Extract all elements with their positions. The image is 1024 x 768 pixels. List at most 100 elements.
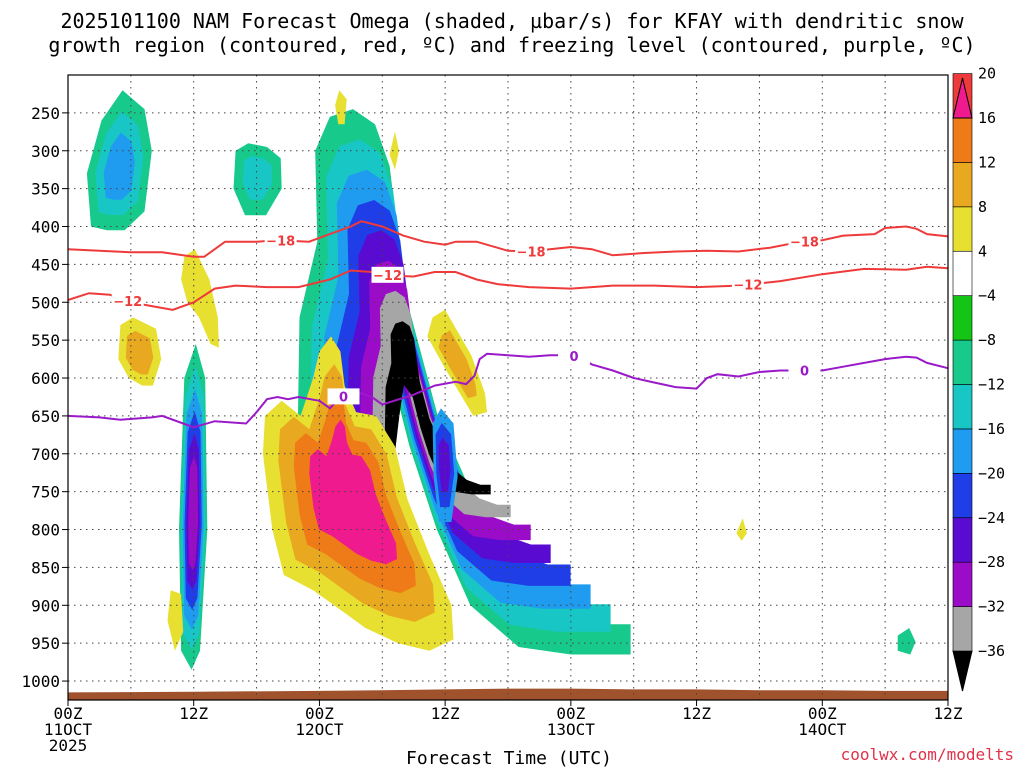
colorbar-label: −20	[978, 464, 1005, 482]
isotherm-minus-12-label: −12	[373, 269, 402, 284]
x-tick-label: 13OCT	[547, 720, 596, 739]
positive-right	[427, 309, 487, 416]
isotherm-minus-18-label-bg	[264, 232, 297, 249]
colorbar-swatch	[952, 117, 973, 163]
colorbar-label: 12	[978, 153, 996, 171]
y-tick-label: 500	[31, 293, 60, 312]
freezing-level-label-bg	[788, 362, 821, 379]
colorbar-swatch	[952, 162, 973, 208]
colorbar-swatch	[952, 250, 973, 296]
x-tick-label: 11OCT	[44, 720, 93, 739]
x-tick-label: 00Z	[556, 704, 585, 723]
x-tick-label: 12Z	[682, 704, 711, 723]
positive-far-right-dot	[736, 518, 747, 541]
colorbar-label: −16	[978, 420, 1005, 438]
isotherm-minus-18: −18 −18 −18	[67, 220, 949, 260]
x-tick-label: 14OCT	[798, 720, 847, 739]
colorbar-swatch	[952, 295, 973, 341]
positive-bottom-left-band	[167, 590, 184, 651]
x-tick-label: 12Z	[179, 704, 208, 723]
isotherm-minus-18-label: −18	[790, 235, 819, 250]
plot-frame	[67, 74, 949, 701]
omega-upper-small-band	[242, 155, 273, 200]
x-tick-label: 12Z	[934, 704, 963, 723]
freezing-level: 0 0 0	[67, 348, 949, 429]
y-tick-label: 750	[31, 483, 60, 502]
isotherm-minus-12-line	[67, 265, 949, 311]
colorbar-swatch	[952, 339, 973, 385]
omega-upper-left-band	[103, 132, 135, 200]
isotherm-minus-18-line	[67, 220, 949, 258]
freezing-level-label: 0	[569, 350, 578, 365]
y-tick-label: 400	[31, 218, 60, 237]
temperature-contours: −18 −18 −18 −12 −12 −12 0 0 0	[67, 220, 949, 429]
colorbar-swatch	[952, 517, 973, 563]
credit-link[interactable]: coolwx.com/modelts	[841, 745, 1014, 764]
isotherm-minus-12-label-bg	[731, 276, 764, 293]
pressure-axis: 250 300 350 400 450 500 550 600 650 700 750 800 850 9…	[21, 104, 68, 691]
y-tick-label: 250	[31, 104, 60, 123]
y-tick-label: 700	[31, 445, 60, 464]
colorbar-label: −36	[978, 642, 1005, 660]
colorbar-max-triangle	[952, 77, 973, 119]
isotherm-minus-18-label: −18	[266, 234, 295, 249]
colorbar-swatch	[952, 206, 973, 252]
chart-title-line-2: growth region (contoured, red, ºC) and f…	[48, 33, 975, 57]
omega-main-column-band	[384, 321, 491, 495]
x-tick-label: 00Z	[808, 704, 837, 723]
colorbar-swatch	[952, 561, 973, 607]
omega-left-column	[179, 343, 208, 670]
positive-main	[262, 336, 454, 651]
colorbar-label: −24	[978, 509, 1005, 527]
positive-top-dot	[335, 90, 347, 125]
colorbar: −36 −32 −28 −24 −20 −16 −12 −8 −4 4 8 12 16 20	[952, 65, 1005, 692]
positive-upper-right-dot	[389, 131, 399, 170]
x-tick-label: 12Z	[431, 704, 460, 723]
colorbar-label: −32	[978, 598, 1005, 616]
omega-left-column-band	[188, 456, 199, 570]
y-tick-label: 450	[31, 255, 60, 274]
positive-upper-right-dot-band	[389, 131, 399, 170]
isotherm-minus-12-label-bg	[371, 266, 404, 283]
positive-right-band	[438, 330, 477, 399]
colorbar-label: 20	[978, 65, 996, 83]
y-tick-label: 650	[31, 407, 60, 426]
isotherm-minus-12-label: −12	[113, 295, 142, 310]
y-tick-label: 950	[31, 634, 60, 653]
omega-upper-small	[233, 143, 282, 216]
y-tick-label: 600	[31, 369, 60, 388]
positive-bottom-left	[167, 590, 184, 651]
colorbar-label: −4	[978, 287, 996, 305]
freezing-level-label-bg	[327, 388, 360, 405]
colorbar-swatch	[952, 384, 973, 430]
colorbar-swatch	[952, 428, 973, 474]
y-tick-label: 800	[31, 521, 60, 540]
colorbar-label: 16	[978, 109, 996, 127]
omega-right-dot-band	[897, 628, 916, 655]
y-tick-label: 900	[31, 596, 60, 615]
x-tick-label: 00Z	[54, 704, 83, 723]
y-tick-label: 550	[31, 331, 60, 350]
isotherm-minus-12: −12 −12 −12	[67, 265, 949, 311]
x-axis-title: Forecast Time (UTC)	[406, 748, 612, 768]
freezing-level-label-bg	[558, 348, 590, 365]
omega-right-dot	[897, 628, 916, 655]
positive-top-dot-band	[335, 90, 347, 125]
plot-area	[68, 90, 948, 700]
omega-mid-pocket-band	[438, 437, 451, 493]
freezing-level-label: 0	[339, 390, 348, 405]
isotherm-minus-12-label: −12	[733, 279, 762, 294]
colorbar-label: −12	[978, 376, 1005, 394]
isotherm-minus-12-label-bg	[111, 293, 144, 310]
colorbar-min-triangle	[952, 650, 973, 692]
colorbar-label: −8	[978, 331, 996, 349]
isotherm-minus-18-label-bg	[515, 243, 548, 260]
positive-left-small	[118, 317, 162, 386]
positive-left-small-band	[125, 330, 154, 375]
isotherm-minus-18-label-bg	[788, 233, 821, 250]
positive-far-right-dot-band	[736, 518, 747, 541]
colorbar-label: 8	[978, 198, 987, 216]
y-tick-label: 350	[31, 180, 60, 199]
